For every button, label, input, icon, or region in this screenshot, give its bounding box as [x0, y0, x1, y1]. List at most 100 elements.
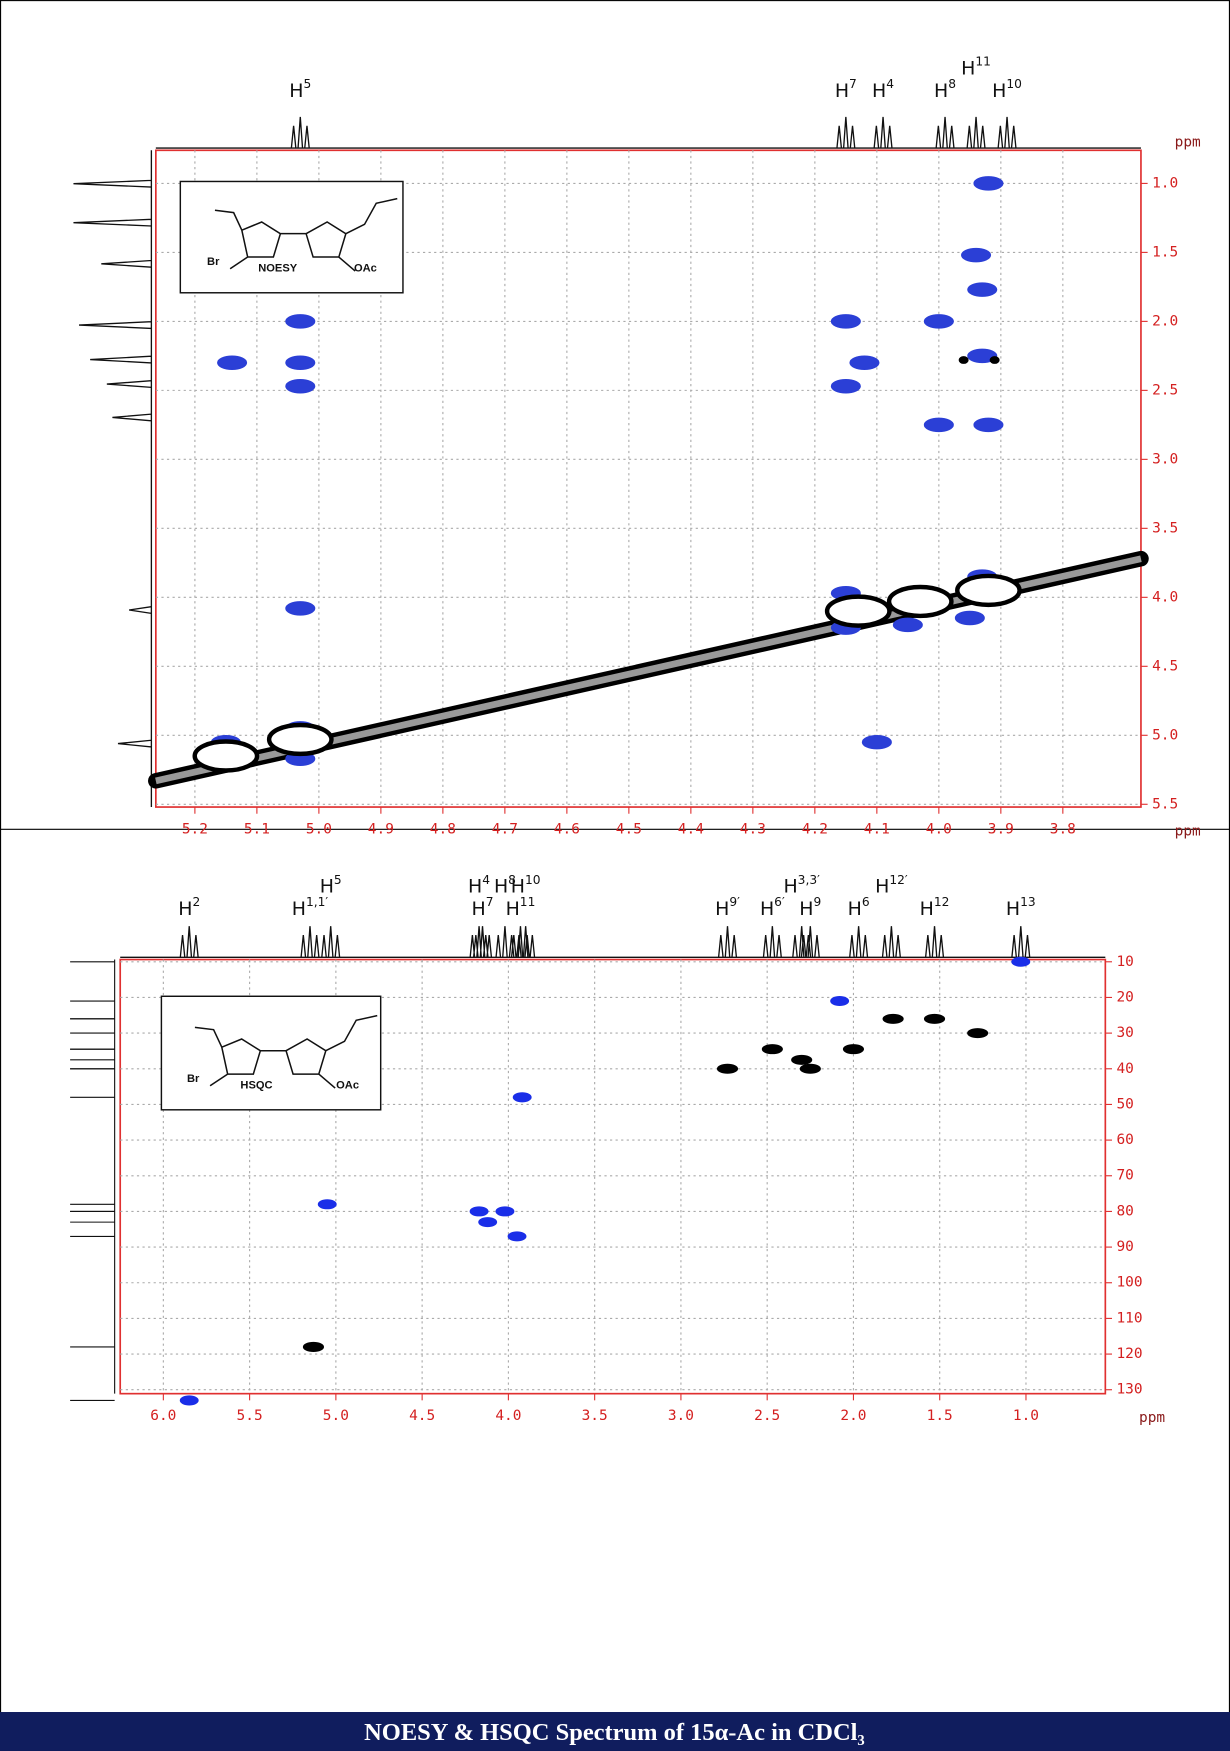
y-tick-label: 2.5	[1152, 382, 1178, 398]
peak-label-base: H	[468, 876, 482, 898]
peak-label-sup: 8	[948, 77, 956, 91]
inset-label: OAc	[354, 263, 377, 275]
peak-label: H11	[506, 895, 536, 920]
y-tick-label: 60	[1116, 1132, 1133, 1148]
peak-label-sup: 13	[1020, 895, 1036, 909]
peak-label-base: H	[494, 876, 508, 898]
inset-label: Br	[207, 256, 220, 268]
cross-peak	[967, 348, 998, 364]
peak-label-sup: 7	[849, 77, 857, 91]
cross-peak	[1011, 956, 1031, 967]
inset-label: HSQC	[240, 1080, 272, 1092]
x-tick-label: 1.0	[1013, 1408, 1039, 1424]
x-axis-label: ppm	[1175, 824, 1201, 840]
peak-label-sup: 8	[508, 873, 516, 887]
cross-peak	[923, 314, 954, 329]
peak-label: H6	[848, 895, 870, 920]
hsqc-inset: Br HSQC OAc	[160, 995, 382, 1111]
plot: 6.0 5.5 5.0 4.5 4.0 3.5 3.0 2.5 2.0 1.5 1.0 10 20 30 4…	[70, 873, 1165, 1426]
cross-peak	[799, 1063, 821, 1074]
plot: 5.2 5.1 5.0 4.9 4.8 4.7 4.6 4.5 4.4 4.3 4.2 4.1 4.0 3…	[73, 55, 1201, 840]
noesy-inset: Br NOESY OAc	[179, 180, 404, 294]
peak-label-sup: 3,3′	[798, 873, 820, 887]
cross-peak	[961, 247, 992, 263]
peak-label-base: H	[848, 898, 862, 920]
peak-label-sup: 9	[814, 895, 822, 909]
x-tick-label: 1.5	[927, 1408, 953, 1424]
peak-label: H9′	[715, 895, 740, 920]
peak-label-sup: 6′	[774, 895, 785, 909]
y-tick-label: 30	[1116, 1025, 1133, 1041]
y-tick-label: 1.5	[1152, 244, 1178, 260]
cross-peak	[716, 1063, 739, 1074]
cross-peak	[861, 734, 892, 750]
x-tick-label: 4.9	[368, 821, 394, 837]
peak-label-base: H	[178, 898, 192, 920]
peak-label: H8	[934, 77, 956, 102]
x-tick-label: 4.5	[616, 821, 642, 837]
caption-bar	[0, 1712, 1230, 1751]
peak-label-sup: 1,1′	[306, 895, 328, 909]
peak-label-sup: 7	[486, 895, 494, 909]
peak-label-base: H	[799, 898, 813, 920]
cross-peak	[882, 1013, 904, 1024]
y-tick-label: 2.0	[1152, 313, 1178, 329]
peak-label-base: H	[992, 80, 1006, 102]
peak-label: H5	[320, 873, 342, 898]
cross-peak	[302, 1341, 325, 1352]
peak-label-sup: 10	[525, 873, 541, 887]
y-tick-label: 90	[1116, 1239, 1133, 1255]
cross-peak	[830, 996, 850, 1007]
inset-label: OAc	[336, 1080, 359, 1092]
x-tick-label: 4.2	[802, 821, 828, 837]
y-tick-label: 5.5	[1152, 796, 1178, 812]
y-tick-label: 3.0	[1152, 451, 1178, 467]
cross-peak	[285, 601, 316, 616]
y-tick-label: 80	[1116, 1203, 1133, 1219]
cross-peak	[967, 282, 998, 297]
peak-label-base: H	[1006, 898, 1020, 920]
x-tick-label: 5.0	[306, 821, 332, 837]
cross-peak	[179, 1395, 199, 1406]
x-tick-label: 4.4	[678, 821, 704, 837]
peak-label: H8	[494, 873, 516, 898]
x-tick-label: 3.9	[988, 821, 1014, 837]
peak-label: H7	[472, 895, 494, 920]
peak-label-sup: 11	[975, 55, 991, 69]
x-tick-label: 4.0	[495, 1408, 521, 1424]
y-axis-label: ppm	[1175, 135, 1201, 151]
cross-peak	[507, 1231, 527, 1242]
peak-label-sup: 2	[192, 895, 200, 909]
peak-label-base: H	[760, 898, 774, 920]
cross-peak	[958, 356, 969, 364]
x-tick-label: 4.7	[492, 821, 518, 837]
peak-label-sup: 12′	[889, 873, 908, 887]
peak-label: H12′	[875, 873, 908, 898]
cross-peak	[217, 355, 248, 371]
x-axis-label: ppm	[1139, 1410, 1165, 1426]
peak-label: H10	[992, 77, 1022, 102]
peak-label-base: H	[289, 80, 303, 102]
x-tick-label: 5.0	[323, 1408, 349, 1424]
peak-label: H5	[289, 77, 311, 102]
cross-peak	[512, 1092, 532, 1103]
y-tick-label: 20	[1116, 989, 1133, 1005]
peak-label: H7	[835, 77, 857, 102]
cross-peak	[923, 1013, 946, 1024]
peak-label-base: H	[292, 898, 306, 920]
cross-peak	[955, 573, 1022, 608]
caption: NOESY & HSQC Spectrum of 15α-Ac in CDCl₃	[364, 1719, 865, 1746]
peak-label: H12	[920, 895, 950, 920]
cross-peak	[285, 314, 316, 329]
cross-peak	[761, 1044, 783, 1055]
y-tick-label: 120	[1116, 1346, 1142, 1362]
y-tick-label: 4.0	[1152, 589, 1178, 605]
cross-peak	[478, 1217, 498, 1228]
y-tick-label: 50	[1116, 1096, 1133, 1112]
peak-label-sup: 12	[934, 895, 950, 909]
peak-label-base: H	[715, 898, 729, 920]
peak-label-sup: 5	[303, 77, 311, 91]
x-tick-label: 5.5	[237, 1408, 263, 1424]
y-tick-label: 10	[1116, 954, 1133, 970]
